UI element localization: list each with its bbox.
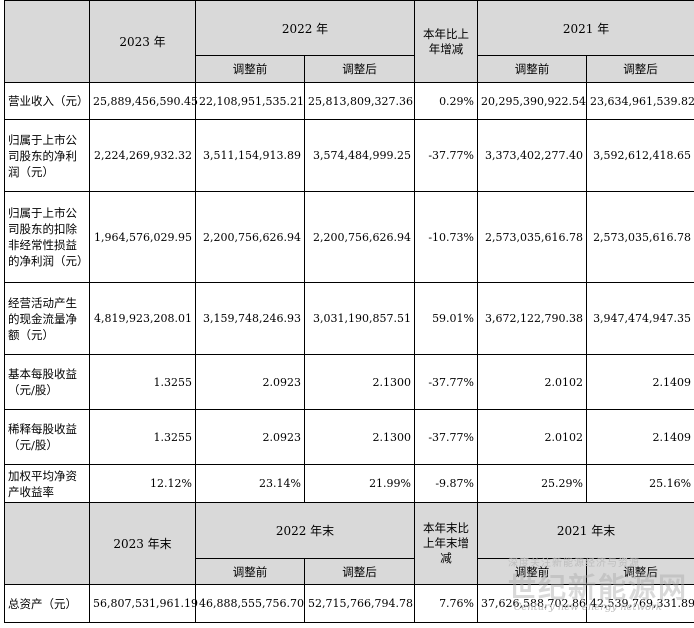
cell-2022-before: 23.14% <box>196 465 305 503</box>
cell-change: -37.77% <box>415 410 478 465</box>
table-row: 稀释每股收益（元/股） 1.3255 2.0923 2.1300 -37.77%… <box>5 410 694 465</box>
cell-2021-after: 42,539,769,331.89 <box>587 585 694 623</box>
cell-2021-after: 3,592,612,418.65 <box>587 120 694 192</box>
header-row-years: 2023 年 2022 年 本年比上年增减 2021 年 <box>5 1 694 56</box>
cell-2023: 12.12% <box>90 465 196 503</box>
cell-2022-before: 46,888,555,756.70 <box>196 585 305 623</box>
cell-2021-after: 2,573,035,616.78 <box>587 192 694 283</box>
cell-2021-before: 37,626,588,702.86 <box>478 585 587 623</box>
cell-2022-before: 3,159,748,246.93 <box>196 283 305 355</box>
row-label: 归属于上市公司股东的扣除非经常性损益的净利润（元） <box>5 192 90 283</box>
cell-2022-after: 2.1300 <box>305 355 415 410</box>
cell-2021-before: 2,573,035,616.78 <box>478 192 587 283</box>
cell-2021-after: 3,947,474,947.35 <box>587 283 694 355</box>
row-label: 基本每股收益（元/股） <box>5 355 90 410</box>
cell-2022-after: 3,574,484,999.25 <box>305 120 415 192</box>
cell-change: -9.87% <box>415 465 478 503</box>
cell-2022-before: 2,200,756,626.94 <box>196 192 305 283</box>
cell-2021-after: 2.1409 <box>587 355 694 410</box>
cell-2021-after: 25.16% <box>587 465 694 503</box>
table-row: 归属于上市公司股东的扣除非经常性损益的净利润（元） 1,964,576,029.… <box>5 192 694 283</box>
header2-2021-after: 调整后 <box>587 559 694 585</box>
row-label: 营业收入（元） <box>5 83 90 120</box>
header2-2022-after: 调整后 <box>305 559 415 585</box>
cell-change: -37.77% <box>415 355 478 410</box>
cell-2022-before: 3,511,154,913.89 <box>196 120 305 192</box>
cell-2023: 1.3255 <box>90 410 196 465</box>
table-row: 归属于上市公司股东的净利润（元） 2,224,269,932.32 3,511,… <box>5 120 694 192</box>
cell-2021-before: 2.0102 <box>478 355 587 410</box>
row-label: 加权平均净资产收益率 <box>5 465 90 503</box>
cell-change: -10.73% <box>415 192 478 283</box>
cell-2022-before: 2.0923 <box>196 410 305 465</box>
header2-2021: 2021 年末 <box>478 503 694 559</box>
cell-2021-before: 20,295,390,922.54 <box>478 83 587 120</box>
header2-2023: 2023 年末 <box>90 503 196 585</box>
cell-2021-before: 3,373,402,277.40 <box>478 120 587 192</box>
header-2022-before: 调整前 <box>196 56 305 83</box>
cell-2023: 25,889,456,590.45 <box>90 83 196 120</box>
cell-2022-after: 3,031,190,857.51 <box>305 283 415 355</box>
header2-change: 本年末比上年末增减 <box>415 503 478 585</box>
cell-2023: 2,224,269,932.32 <box>90 120 196 192</box>
cell-2023: 1.3255 <box>90 355 196 410</box>
header-2021: 2021 年 <box>478 1 694 56</box>
header2-corner-cell <box>5 503 90 585</box>
cell-2022-after: 21.99% <box>305 465 415 503</box>
cell-2023: 56,807,531,961.19 <box>90 585 196 623</box>
cell-2021-before: 2.0102 <box>478 410 587 465</box>
cell-2021-after: 2.1409 <box>587 410 694 465</box>
cell-2021-before: 3,672,122,790.38 <box>478 283 587 355</box>
cell-change: 0.29% <box>415 83 478 120</box>
table-row: 基本每股收益（元/股） 1.3255 2.0923 2.1300 -37.77%… <box>5 355 694 410</box>
cell-2022-after: 2,200,756,626.94 <box>305 192 415 283</box>
table-row: 经营活动产生的现金流量净额（元） 4,819,923,208.01 3,159,… <box>5 283 694 355</box>
header2-2022-before: 调整前 <box>196 559 305 585</box>
table-row: 加权平均净资产收益率 12.12% 23.14% 21.99% -9.87% 2… <box>5 465 694 503</box>
table-row: 总资产（元） 56,807,531,961.19 46,888,555,756.… <box>5 585 694 623</box>
header-2021-before: 调整前 <box>478 56 587 83</box>
cell-change: -37.77% <box>415 120 478 192</box>
header-2022: 2022 年 <box>196 1 415 56</box>
row-label: 总资产（元） <box>5 585 90 623</box>
header-2023: 2023 年 <box>90 1 196 83</box>
row-label: 稀释每股收益（元/股） <box>5 410 90 465</box>
cell-2021-after: 23,634,961,539.82 <box>587 83 694 120</box>
cell-2022-before: 2.0923 <box>196 355 305 410</box>
header2-2022: 2022 年末 <box>196 503 415 559</box>
cell-2022-after: 52,715,766,794.78 <box>305 585 415 623</box>
header-2021-after: 调整后 <box>587 56 694 83</box>
header-2022-after: 调整后 <box>305 56 415 83</box>
cell-2021-before: 25.29% <box>478 465 587 503</box>
cell-change: 59.01% <box>415 283 478 355</box>
cell-2022-before: 22,108,951,535.21 <box>196 83 305 120</box>
cell-2022-after: 25,813,809,327.36 <box>305 83 415 120</box>
financial-summary-table: 2023 年 2022 年 本年比上年增减 2021 年 调整前 调整后 调整前… <box>4 0 694 623</box>
header2-2021-before: 调整前 <box>478 559 587 585</box>
header-corner-cell <box>5 1 90 83</box>
cell-2022-after: 2.1300 <box>305 410 415 465</box>
header2-row-years: 2023 年末 2022 年末 本年末比上年末增减 2021 年末 <box>5 503 694 559</box>
cell-2023: 4,819,923,208.01 <box>90 283 196 355</box>
table-row: 营业收入（元） 25,889,456,590.45 22,108,951,535… <box>5 83 694 120</box>
header-change: 本年比上年增减 <box>415 1 478 83</box>
row-label: 经营活动产生的现金流量净额（元） <box>5 283 90 355</box>
cell-2023: 1,964,576,029.95 <box>90 192 196 283</box>
row-label: 归属于上市公司股东的净利润（元） <box>5 120 90 192</box>
cell-change: 7.76% <box>415 585 478 623</box>
